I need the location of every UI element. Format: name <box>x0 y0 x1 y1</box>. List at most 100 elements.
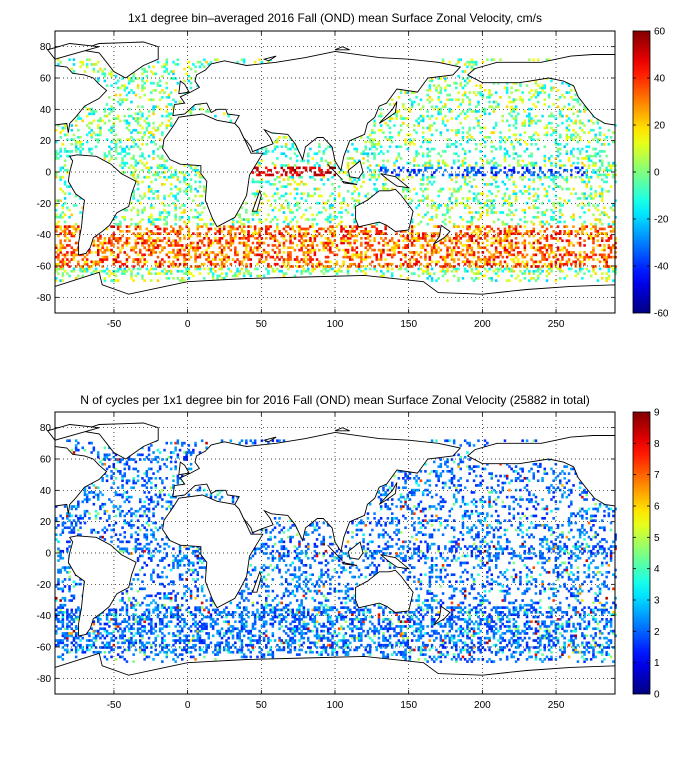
data-cell <box>121 234 124 238</box>
data-cell <box>455 131 458 134</box>
data-cell <box>441 119 445 123</box>
data-cell <box>59 215 62 219</box>
data-cell <box>101 255 104 259</box>
data-cell <box>68 215 71 219</box>
data-cell <box>492 204 496 207</box>
data-cell <box>457 279 460 282</box>
data-cell <box>572 187 575 191</box>
data-cell <box>61 126 65 130</box>
data-cell <box>79 267 82 271</box>
data-cell <box>256 192 259 196</box>
data-cell <box>147 124 151 127</box>
data-cell <box>574 98 578 102</box>
data-cell <box>351 246 354 250</box>
data-cell <box>189 246 193 250</box>
data-cell <box>147 218 151 221</box>
data-cell <box>74 140 78 144</box>
data-cell <box>452 260 456 264</box>
data-cell <box>119 98 122 102</box>
data-cell <box>508 225 511 228</box>
data-cell <box>185 225 188 228</box>
data-cell <box>307 194 310 198</box>
data-cell <box>94 269 98 273</box>
data-cell <box>313 253 317 257</box>
data-cell <box>505 234 509 238</box>
data-cell <box>428 166 432 170</box>
data-cell <box>101 244 104 247</box>
data-cell <box>156 237 160 240</box>
data-cell <box>388 126 392 130</box>
data-cell <box>402 105 405 109</box>
data-cell <box>289 171 292 174</box>
data-cell <box>430 175 434 179</box>
data-cell <box>302 232 306 235</box>
data-cell <box>510 241 513 245</box>
data-cell <box>393 241 396 245</box>
data-cell <box>196 255 200 259</box>
data-cell <box>581 225 584 228</box>
data-cell <box>300 175 303 179</box>
data-cell <box>83 260 87 264</box>
data-cell <box>211 251 215 254</box>
data-cell <box>147 234 151 238</box>
data-cell <box>578 136 582 139</box>
data-cell <box>105 248 109 252</box>
data-cell <box>488 260 491 264</box>
data-cell <box>450 117 454 120</box>
data-cell <box>433 147 436 151</box>
data-cell <box>488 112 491 116</box>
data-cell <box>585 168 589 172</box>
data-cell <box>234 227 237 231</box>
data-cell <box>240 230 244 233</box>
data-cell <box>198 204 202 207</box>
data-cell <box>576 161 580 165</box>
data-cell <box>309 237 312 240</box>
data-cell <box>340 225 343 228</box>
data-cell <box>585 225 589 228</box>
data-cell <box>174 222 177 226</box>
data-cell <box>508 124 511 127</box>
data-cell <box>300 246 303 250</box>
data-cell <box>158 166 162 170</box>
data-cell <box>567 232 571 235</box>
data-cell <box>492 262 496 266</box>
data-cell <box>428 258 432 261</box>
data-cell <box>183 67 186 71</box>
data-cell <box>521 178 524 181</box>
data-cell <box>125 93 129 97</box>
data-cell <box>304 166 308 170</box>
data-cell <box>147 175 151 179</box>
data-cell <box>421 234 425 238</box>
data-cell <box>545 227 549 231</box>
data-cell <box>189 178 193 181</box>
data-cell <box>570 173 573 177</box>
data-cell <box>220 277 224 280</box>
data-cell <box>556 248 560 252</box>
data-cell <box>446 128 449 132</box>
data-cell <box>448 60 452 64</box>
data-cell <box>457 91 460 94</box>
data-cell <box>349 244 352 247</box>
data-cell <box>503 260 507 264</box>
data-cell <box>236 258 239 261</box>
data-cell <box>229 248 233 252</box>
data-cell <box>194 187 197 191</box>
data-cell <box>291 234 295 238</box>
data-cell <box>472 60 476 64</box>
data-cell <box>178 215 182 219</box>
data-cell <box>364 258 368 261</box>
data-cell <box>169 241 173 245</box>
data-cell <box>324 218 328 221</box>
data-cell <box>245 208 248 212</box>
data-cell <box>523 265 527 268</box>
data-cell <box>307 159 310 163</box>
data-cell <box>441 121 445 125</box>
data-cell <box>552 114 555 118</box>
data-cell <box>503 251 507 254</box>
data-cell <box>428 84 432 87</box>
data-cell <box>329 220 332 224</box>
data-cell <box>439 100 443 104</box>
data-cell <box>116 114 120 118</box>
data-cell <box>247 269 250 273</box>
data-cell <box>413 164 416 167</box>
